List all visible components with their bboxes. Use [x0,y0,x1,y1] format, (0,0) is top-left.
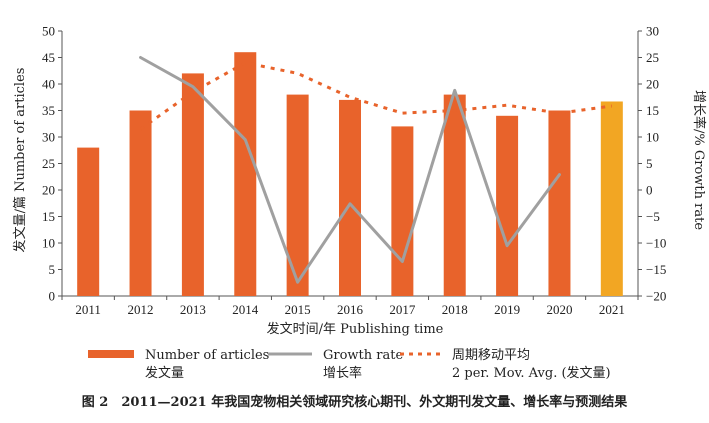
bars [77,52,623,297]
x-axis-title: 发文时间/年 Publishing time [267,321,444,337]
legend-bar-swatch [88,350,134,358]
bar [339,99,361,297]
chart: 05101520253035404550−20−15−10−5051015202… [12,24,707,382]
y-right-tick-label: 10 [646,130,659,145]
y-right-tick-label: 30 [646,24,659,39]
y-right-tick-label: −20 [646,289,666,304]
bar [234,52,257,297]
y-left-tick-label: 35 [42,103,55,118]
x-tick-label: 2011 [75,302,101,317]
growth-rate-line [139,56,561,284]
y-axis-right-title: 增长率/% Growth rate [691,90,707,230]
bar [129,110,152,296]
bar [496,115,519,296]
x-tick-label: 2021 [599,302,625,317]
y-right-tick-label: 25 [646,50,659,65]
figure-caption: 图 2 2011—2021 年我国宠物相关领域研究核心期刊、外文期刊发文量、增长… [81,395,628,410]
y-axis-left-title: 发文量/篇 Number of articles [12,68,28,253]
x-tick-label: 2018 [442,302,468,317]
tick-labels: 05101520253035404550−20−15−10−5051015202… [42,24,666,318]
y-left-tick-label: 10 [42,236,55,251]
y-left-tick-label: 30 [42,130,55,145]
y-left-tick-label: 5 [49,262,56,277]
legend-bar-label-en: Number of articles [145,348,269,363]
y-left-tick-label: 0 [49,289,56,304]
x-tick-label: 2016 [337,302,364,317]
y-right-tick-label: −5 [646,209,660,224]
legend-avg-label-en: 2 per. Mov. Avg. (发文量) [452,365,611,381]
x-tick-label: 2015 [285,302,311,317]
legend-growth-label-en: Growth rate [323,348,403,363]
y-right-tick-label: −10 [646,236,666,251]
bar [286,94,309,296]
bar [77,147,100,296]
lines [139,56,613,284]
legend: Number of articles 发文量 Growth rate 增长率 周… [88,348,611,381]
y-left-tick-label: 20 [42,183,55,198]
y-right-tick-label: 20 [646,77,659,92]
legend-bar-label-zh: 发文量 [145,365,184,381]
bar [391,126,414,297]
y-left-tick-label: 50 [42,24,55,39]
y-left-tick-label: 25 [42,156,55,171]
y-right-tick-label: 0 [646,183,653,198]
legend-avg-label-zh: 周期移动平均 [452,348,530,363]
x-tick-label: 2017 [389,302,416,317]
y-right-tick-label: 15 [646,103,659,118]
x-tick-label: 2013 [180,302,206,317]
y-right-tick-label: −15 [646,262,666,277]
bar-forecast [600,101,623,297]
x-tick-label: 2019 [494,302,520,317]
y-left-tick-label: 40 [42,77,55,92]
bar [181,73,204,297]
y-right-tick-label: 5 [646,156,653,171]
x-tick-label: 2020 [546,302,572,317]
moving-average-line [139,61,613,131]
y-left-tick-label: 45 [42,50,55,65]
legend-growth-label-zh: 增长率 [323,365,362,381]
x-tick-label: 2012 [128,302,154,317]
y-left-tick-label: 15 [42,209,55,224]
bar [443,94,466,296]
x-tick-label: 2014 [232,302,259,317]
bar [548,110,571,296]
